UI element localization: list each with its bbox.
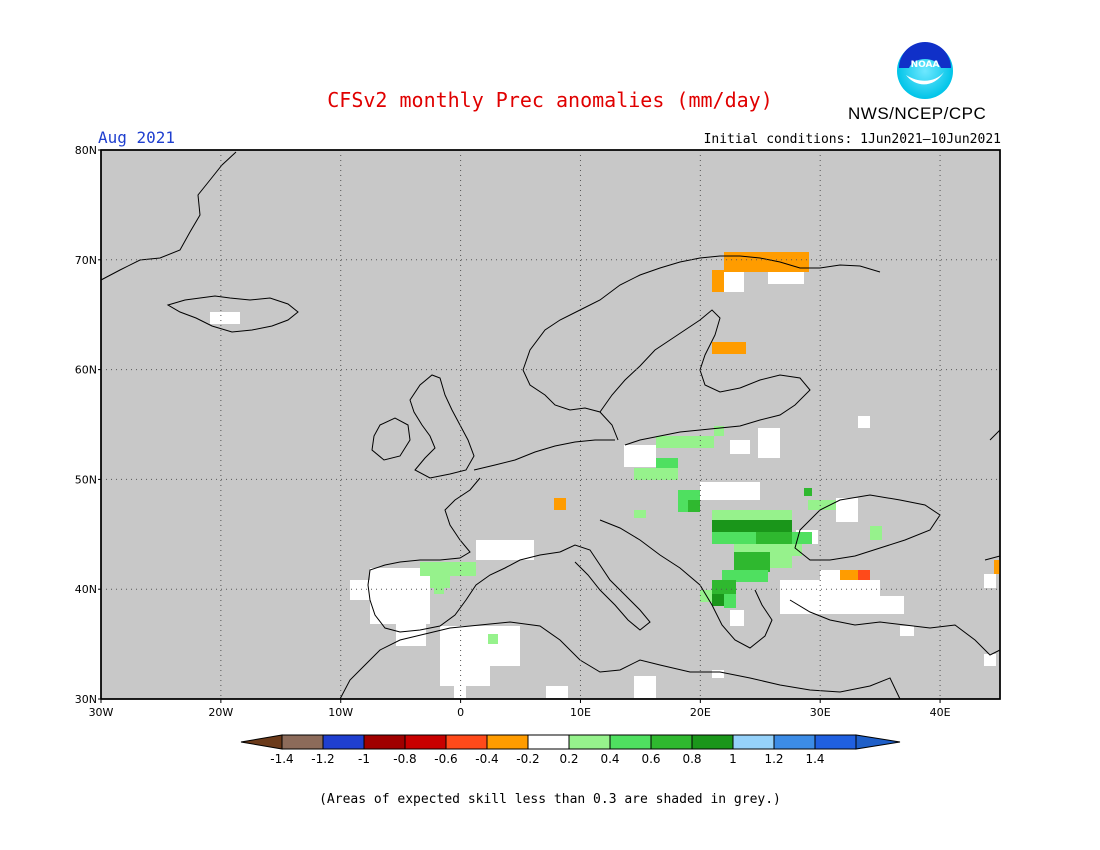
skill-footnote: (Areas of expected skill less than 0.3 a… (319, 792, 781, 807)
colorbar-swatch (527, 734, 570, 750)
colorbar: -1.4 -1.2 -1 -0.8 -0.6 -0.4 -0.2 0.2 0.4 0.6 0.8 1 1… (240, 734, 901, 766)
anomaly-poland (656, 426, 724, 448)
colorbar-tick-label: -1.2 (311, 752, 334, 766)
colorbar-swatch (609, 734, 652, 750)
anomaly-bulgaria (722, 544, 802, 582)
lon-label: 20W (208, 706, 233, 719)
colorbar-tick-label: 1 (729, 752, 737, 766)
lon-label: 40E (930, 706, 951, 719)
colorbar-swatch (404, 734, 447, 750)
lon-label: 30W (89, 706, 114, 719)
anomaly-alps (554, 498, 566, 510)
colorbar-swatch (732, 734, 775, 750)
colorbar-tick-label: -0.8 (393, 752, 416, 766)
logo-text: NOAA (911, 60, 940, 70)
longitude-labels: 30W 20W 10W 0 10E 20E 30E 40E (89, 699, 951, 719)
forecast-period: Aug 2021 (98, 128, 176, 147)
colorbar-arrow-high (855, 734, 901, 750)
lon-label: 20E (690, 706, 711, 719)
colorbar-swatch (322, 734, 365, 750)
lat-label: 80N (75, 144, 97, 157)
anomaly-northern-spain (420, 562, 476, 594)
colorbar-swatch (486, 734, 529, 750)
lon-label: 0 (457, 706, 464, 719)
colorbar-tick-label: 0.8 (682, 752, 701, 766)
anomaly-near-normal (210, 312, 996, 698)
latitude-labels: 80N 70N 60N 50N 40N 30N (75, 144, 101, 706)
anomaly-western-greece (700, 580, 736, 608)
anomaly-northern-scandinavia (712, 252, 809, 292)
colorbar-swatch (650, 734, 693, 750)
colorbar-swatch (691, 734, 734, 750)
colorbar-tick-label: 0.4 (600, 752, 619, 766)
anomaly-pannonian-romania (712, 488, 882, 544)
agency-label: NWS/NCEP/CPC (848, 104, 987, 123)
colorbar-arrow-low (240, 734, 283, 750)
coastlines (100, 150, 1001, 700)
colorbar-tick-label: -0.4 (475, 752, 498, 766)
colorbar-swatch (281, 734, 324, 750)
anomaly-central-finland (712, 342, 746, 354)
colorbar-tick-label: -0.6 (434, 752, 457, 766)
noaa-logo: NOAA (897, 42, 953, 99)
lat-label: 40N (75, 583, 97, 596)
lat-label: 70N (75, 254, 97, 267)
colorbar-tick-label: -1 (358, 752, 370, 766)
colorbar-tick-label: 0.2 (559, 752, 578, 766)
colorbar-tick-label: -1.4 (270, 752, 293, 766)
colorbar-swatch (445, 734, 488, 750)
anomaly-layer (210, 252, 1000, 698)
colorbar-swatch (773, 734, 816, 750)
lat-label: 30N (75, 693, 97, 706)
map-title: CFSv2 monthly Prec anomalies (mm/day) (327, 88, 773, 112)
lon-label: 10W (328, 706, 353, 719)
lat-label: 60N (75, 364, 97, 377)
colorbar-swatch (568, 734, 611, 750)
anomaly-czechia-slovakia (634, 458, 700, 518)
initial-conditions: Initial conditions: 1Jun2021–10Jun2021 (703, 132, 1001, 147)
anomaly-algeria (488, 634, 498, 644)
lon-label: 10E (570, 706, 591, 719)
colorbar-swatch (814, 734, 857, 750)
colorbar-swatch (363, 734, 406, 750)
lat-label: 50N (75, 473, 97, 486)
lon-label: 30E (810, 706, 831, 719)
colorbar-tick-label: -0.2 (516, 752, 539, 766)
colorbar-tick-label: 1.4 (805, 752, 824, 766)
colorbar-tick-label: 1.2 (764, 752, 783, 766)
precipitation-anomaly-map: 80N 70N 60N 50N 40N 30N 30W 20W 10W 0 10E 20E 30E 40… (75, 144, 1001, 719)
colorbar-tick-label: 0.6 (641, 752, 660, 766)
